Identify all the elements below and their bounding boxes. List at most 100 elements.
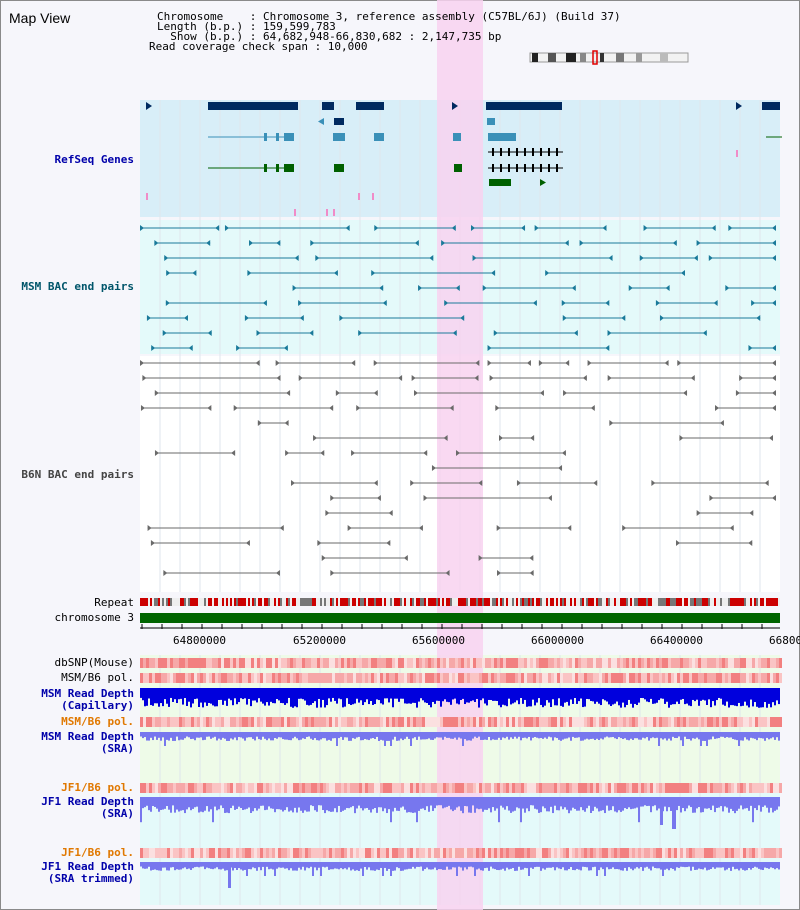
polymorphism-band	[338, 673, 341, 683]
depth-bar	[528, 862, 530, 876]
polymorphism-band	[554, 673, 557, 683]
polymorphism-band	[470, 717, 473, 727]
polymorphism-band	[539, 717, 542, 727]
polymorphism-band	[251, 848, 254, 858]
bac-end-marker	[665, 285, 670, 291]
refseq-genes-label[interactable]: RefSeq Genes	[54, 153, 134, 166]
bac-end-marker	[150, 540, 155, 546]
bac-end-marker	[696, 240, 701, 246]
b6n-bac-label[interactable]: B6N BAC end pairs	[21, 468, 134, 481]
polymorphism-band	[374, 658, 377, 668]
depth-bar	[340, 732, 342, 737]
polymorphism-band	[317, 717, 320, 727]
depth-bar	[198, 797, 200, 813]
polymorphism-band	[392, 658, 395, 668]
depth-bar	[666, 732, 668, 741]
polymorphism-band	[551, 673, 554, 683]
polymorphism-band	[407, 717, 410, 727]
repeat-mark	[212, 598, 214, 606]
bac-end-marker	[696, 510, 701, 516]
depth-bar	[664, 688, 666, 704]
depth-bar	[406, 862, 408, 870]
depth-bar	[280, 688, 282, 703]
polymorphism-band	[569, 658, 572, 668]
bac-end-marker	[539, 390, 544, 396]
polymorphism-band	[761, 717, 764, 727]
depth-bar	[458, 862, 460, 867]
polymorphism-band	[773, 783, 776, 793]
polymorphism-band	[734, 848, 737, 858]
polymorphism-band	[209, 848, 212, 858]
repeat-mark	[502, 598, 504, 606]
gene-exon	[556, 148, 558, 156]
polymorphism-band	[194, 783, 197, 793]
depth-bar	[732, 862, 734, 867]
polymorphism-band	[209, 783, 212, 793]
repeat-mark	[640, 598, 642, 606]
polymorphism-band	[707, 673, 710, 683]
polymorphism-band	[287, 717, 290, 727]
repeat-mark	[260, 598, 262, 606]
depth-bar	[666, 688, 668, 702]
depth-bar	[238, 797, 240, 807]
depth-bar	[554, 797, 556, 806]
polymorphism-band	[185, 673, 188, 683]
polymorphism-band	[635, 783, 638, 793]
gene-exon	[264, 164, 267, 172]
gene-exon	[548, 148, 550, 156]
bac-end-marker	[590, 405, 595, 411]
depth-bar	[522, 797, 524, 809]
polymorphism-band	[431, 658, 434, 668]
polymorphism-band	[713, 783, 716, 793]
depth-bar	[216, 688, 218, 707]
polymorphism-band	[395, 717, 398, 727]
depth-bar	[338, 688, 340, 699]
polymorphism-band	[521, 783, 524, 793]
depth-bar	[350, 797, 352, 808]
depth-bar	[210, 732, 212, 739]
depth-bar	[440, 862, 442, 870]
bac-end-marker	[163, 570, 168, 576]
polymorphism-band	[308, 673, 311, 683]
depth-bar	[530, 688, 532, 707]
polymorphism-band	[326, 848, 329, 858]
depth-bar	[768, 797, 770, 813]
repeat-mark	[740, 598, 742, 606]
depth-bar	[230, 732, 232, 739]
depth-bar	[328, 688, 330, 699]
depth-bar	[762, 732, 764, 739]
depth-bar	[680, 688, 682, 700]
msm-b6-pol-sra-label: MSM/B6 pol.	[61, 715, 134, 728]
depth-bar	[640, 797, 642, 807]
polymorphism-band	[506, 717, 509, 727]
polymorphism-band	[293, 783, 296, 793]
repeat-mark	[518, 598, 520, 606]
depth-bar	[538, 732, 540, 739]
repeat-mark	[574, 598, 576, 606]
depth-bar	[350, 688, 352, 706]
depth-bar	[420, 732, 422, 740]
polymorphism-band	[311, 783, 314, 793]
repeat-mark	[188, 598, 190, 606]
msm-bac-label[interactable]: MSM BAC end pairs	[21, 280, 134, 293]
polymorphism-band	[488, 783, 491, 793]
depth-bar	[390, 732, 392, 746]
bac-end-marker	[478, 480, 483, 486]
repeat-mark	[428, 598, 430, 606]
repeat-mark	[580, 598, 582, 606]
polymorphism-band	[680, 783, 683, 793]
polymorphism-band	[461, 717, 464, 727]
bac-end-marker	[545, 270, 550, 276]
polymorphism-band	[188, 848, 191, 858]
depth-bar	[652, 732, 654, 738]
bac-end-marker	[291, 480, 296, 486]
polymorphism-band	[251, 658, 254, 668]
polymorphism-band	[593, 658, 596, 668]
depth-bar	[430, 688, 432, 708]
polymorphism-band	[725, 848, 728, 858]
repeat-mark	[700, 598, 702, 606]
depth-bar	[258, 862, 260, 868]
depth-bar	[492, 797, 494, 808]
polymorphism-band	[716, 658, 719, 668]
depth-bar	[178, 862, 180, 870]
